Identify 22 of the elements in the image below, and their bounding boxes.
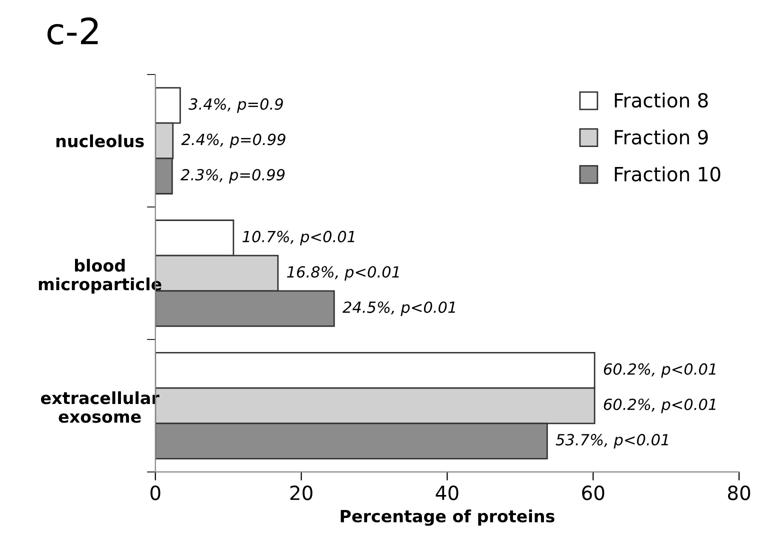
legend-label: Fraction 8 <box>614 92 708 108</box>
x-tick-label: 60 <box>582 486 604 500</box>
y-tick-label: extracellular exosome <box>40 391 160 423</box>
data-label: 60.2%, p<0.01 <box>604 363 716 378</box>
x-tick-label: 40 <box>436 486 458 500</box>
data-label: 2.4%, p=0.99 <box>181 134 286 148</box>
data-label: 60.2%, p<0.01 <box>604 398 716 414</box>
x-axis-title: Percentage of proteins <box>340 510 554 526</box>
data-label: 24.5%, p<0.01 <box>342 301 455 316</box>
data-label: 2.3%, p=0.99 <box>180 168 285 184</box>
data-label: 3.4%, p=0.9 <box>188 98 283 113</box>
y-tick-label: nucleolus <box>56 134 144 148</box>
x-tick-label: 80 <box>728 486 750 500</box>
legend-label: Fraction 10 <box>614 166 720 182</box>
legend-label: Fraction 9 <box>614 130 708 145</box>
data-label: 53.7%, p<0.01 <box>556 434 668 448</box>
x-tick-label: 20 <box>290 486 312 500</box>
data-label: 10.7%, p<0.01 <box>242 230 354 246</box>
data-label: 16.8%, p<0.01 <box>287 266 399 281</box>
x-tick-label: 0 <box>150 486 160 500</box>
chart-title: c-2 <box>47 17 98 45</box>
y-tick-label: blood microparticle <box>38 258 162 294</box>
